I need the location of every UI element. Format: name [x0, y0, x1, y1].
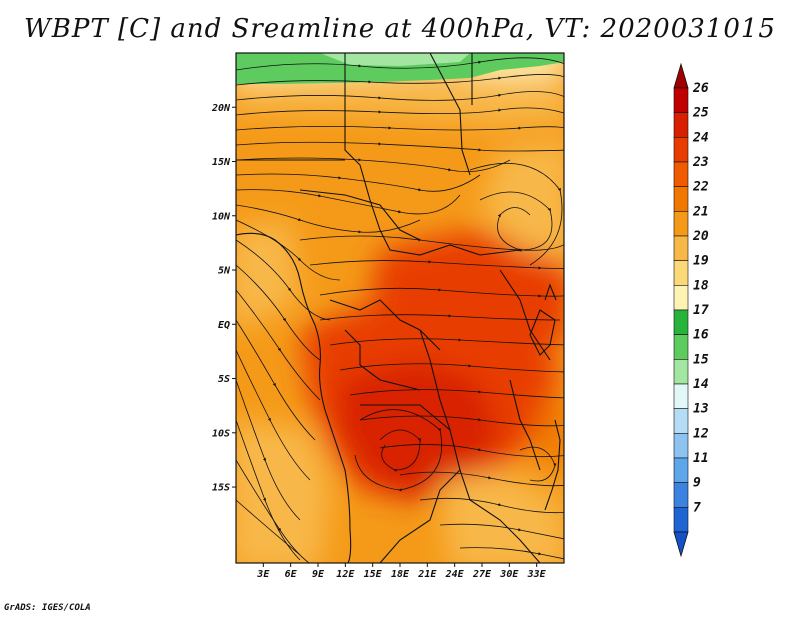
colorbar-label: 24: [692, 130, 709, 145]
lat-tick-label: 5N: [218, 266, 231, 277]
lon-tick-label: 21E: [417, 569, 437, 580]
colorbar-label: 20: [692, 229, 709, 244]
colorbar-label: 13: [693, 402, 709, 417]
colorbar-swatch: [673, 87, 689, 113]
colorbar-label: 12: [693, 426, 709, 441]
lon-tick-label: 6E: [285, 569, 298, 580]
colorbar-swatch: [673, 186, 689, 212]
colorbar-label: 7: [693, 500, 701, 515]
lat-tick-label: 5S: [218, 374, 230, 385]
lon-tick-label: 30E: [499, 569, 519, 580]
streamlines: [236, 57, 564, 563]
lat-tick-label: 15N: [212, 157, 231, 168]
lon-tick-label: 33E: [527, 569, 547, 580]
lon-tick-label: 24E: [445, 569, 465, 580]
colorbar-swatch: [673, 433, 689, 459]
colorbar-label: 17: [693, 303, 709, 318]
colorbar-swatch: [673, 457, 689, 483]
colorbar-label: 25: [692, 106, 709, 121]
longitude-axis: 3E 6E 9E 12E 15E 18E 21E 24E 27E 30E 33E: [256, 563, 547, 580]
colorbar-label: 23: [692, 155, 709, 170]
map-plot-area: [236, 53, 564, 563]
chart-title: WBPT [C] and Sreamline at 400hPa, VT: 20…: [24, 14, 776, 44]
colorbar-bottom-arrow: [673, 531, 689, 558]
lon-tick-label: 18E: [391, 569, 410, 580]
colorbar-swatch: [673, 211, 689, 237]
colorbar: 26 25 24 23 22 21 20 19 18 17 16 15 14 13 12 11 9 7: [673, 62, 709, 558]
lat-tick-label: 20N: [211, 103, 231, 114]
lon-tick-label: 15E: [364, 569, 383, 580]
lat-tick-label: 15S: [212, 483, 230, 494]
country-borders: [236, 53, 561, 563]
colorbar-swatch: [673, 285, 689, 311]
colorbar-label: 18: [693, 278, 709, 293]
colorbar-swatch: [673, 112, 689, 138]
colorbar-swatch: [673, 260, 689, 286]
lat-tick-label: EQ: [218, 320, 230, 331]
latitude-axis: 20N 15N 10N 5N EQ 5S 10S 15S: [211, 103, 236, 494]
lon-tick-label: 3E: [256, 569, 270, 580]
colorbar-swatch: [673, 482, 689, 508]
colorbar-swatch: [673, 309, 689, 335]
colorbar-swatch: [673, 235, 689, 261]
lat-tick-label: 10N: [212, 211, 231, 222]
colorbar-label: 22: [692, 180, 709, 195]
lon-tick-label: 12E: [336, 569, 355, 580]
colorbar-swatch: [673, 161, 689, 187]
colorbar-label: 9: [693, 476, 701, 491]
grads-credit: GrADS: IGES/COLA: [4, 603, 91, 613]
colorbar-label: 26: [692, 81, 709, 96]
colorbar-label: 19: [693, 254, 709, 269]
colorbar-swatch: [673, 137, 689, 163]
lon-tick-label: 9E: [312, 569, 325, 580]
lat-tick-label: 10S: [212, 428, 230, 439]
colorbar-swatch: [673, 334, 689, 360]
colorbar-swatch: [673, 359, 689, 385]
colorbar-swatch: [673, 383, 689, 409]
colorbar-label: 15: [693, 352, 709, 367]
colorbar-label: 14: [693, 377, 709, 392]
colorbar-label: 21: [692, 204, 709, 219]
colorbar-label: 16: [693, 328, 709, 343]
colorbar-top-arrow: [673, 62, 689, 89]
colorbar-swatch: [673, 507, 689, 533]
colorbar-swatch: [673, 408, 689, 434]
colorbar-label: 11: [693, 451, 709, 466]
lon-tick-label: 27E: [472, 569, 492, 580]
